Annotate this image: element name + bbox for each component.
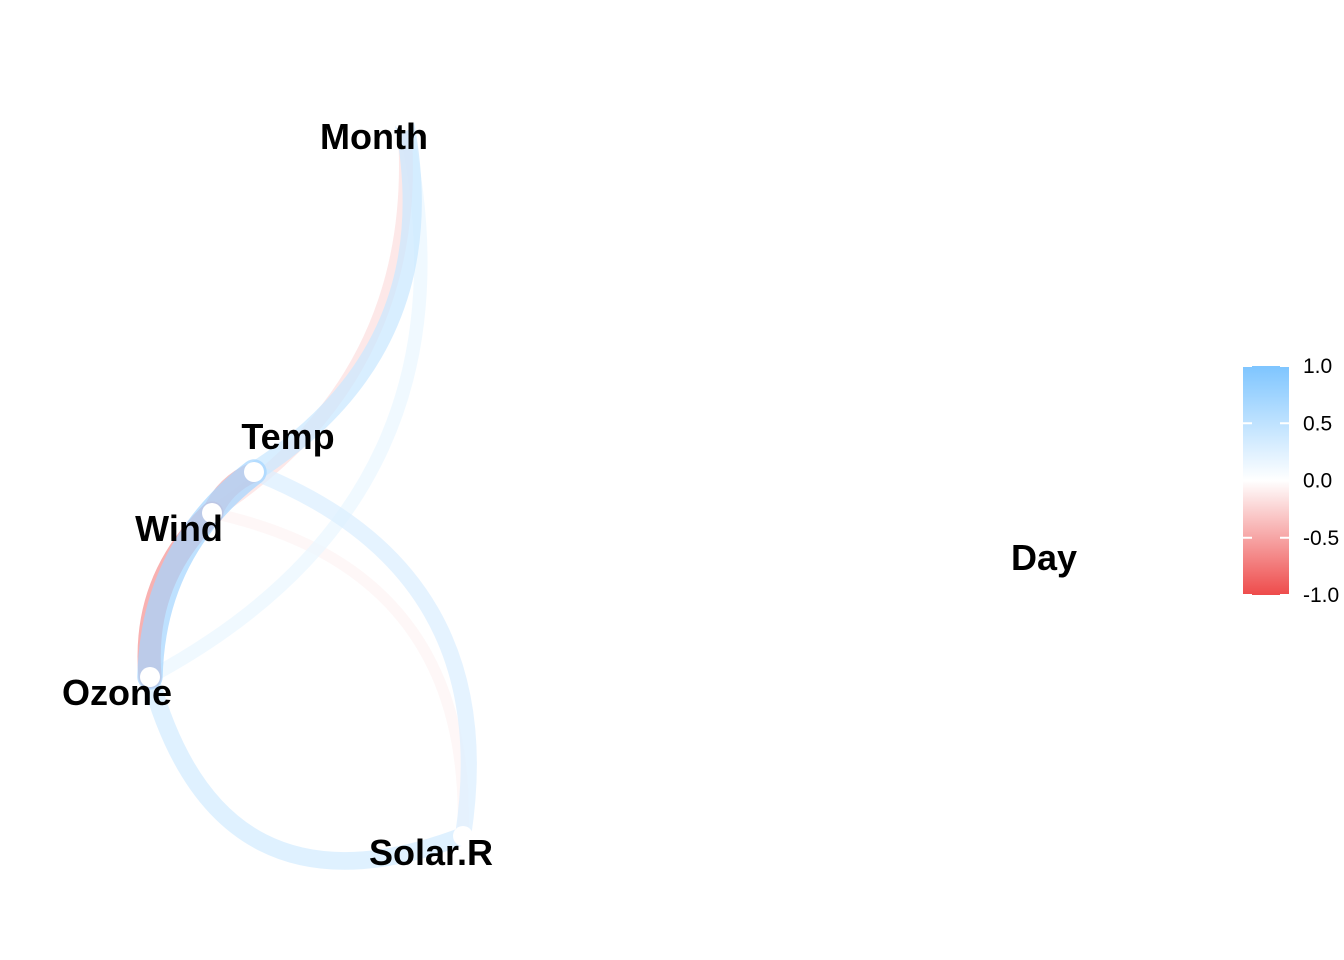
node-label-ozone: Ozone [62,672,172,713]
node-label-wind: Wind [135,508,223,549]
node-label-month: Month [320,116,428,157]
node-ozone [140,667,160,687]
node-label-day: Day [1011,537,1077,578]
edge-ozone-solar-r [141,668,472,870]
edge-temp-month [244,111,422,482]
edge-layer [137,111,477,870]
edge-solar-r-temp [245,463,477,845]
label-layer: Ozone Solar.R Wind Temp Month Day [62,116,1077,873]
node-label-temp: Temp [241,416,334,457]
legend-tick-label: -0.5 [1303,527,1339,550]
color-legend: 1.0 0.5 0.0 -0.5 -1.0 [1243,355,1339,607]
edge-solar-r-wind [206,507,470,842]
edge-ozone-temp [137,459,267,690]
legend-tick-label: 0.5 [1303,412,1332,435]
node-solar-r [453,826,473,846]
legend-tick-label: 0.0 [1303,470,1332,493]
node-temp [244,462,264,482]
legend-tick-label: -1.0 [1303,584,1339,607]
node-label-solar-r: Solar.R [369,832,493,873]
node-month [394,111,414,131]
node-wind [202,503,222,523]
node-layer [140,111,473,846]
legend-tick-label: 1.0 [1303,355,1332,378]
